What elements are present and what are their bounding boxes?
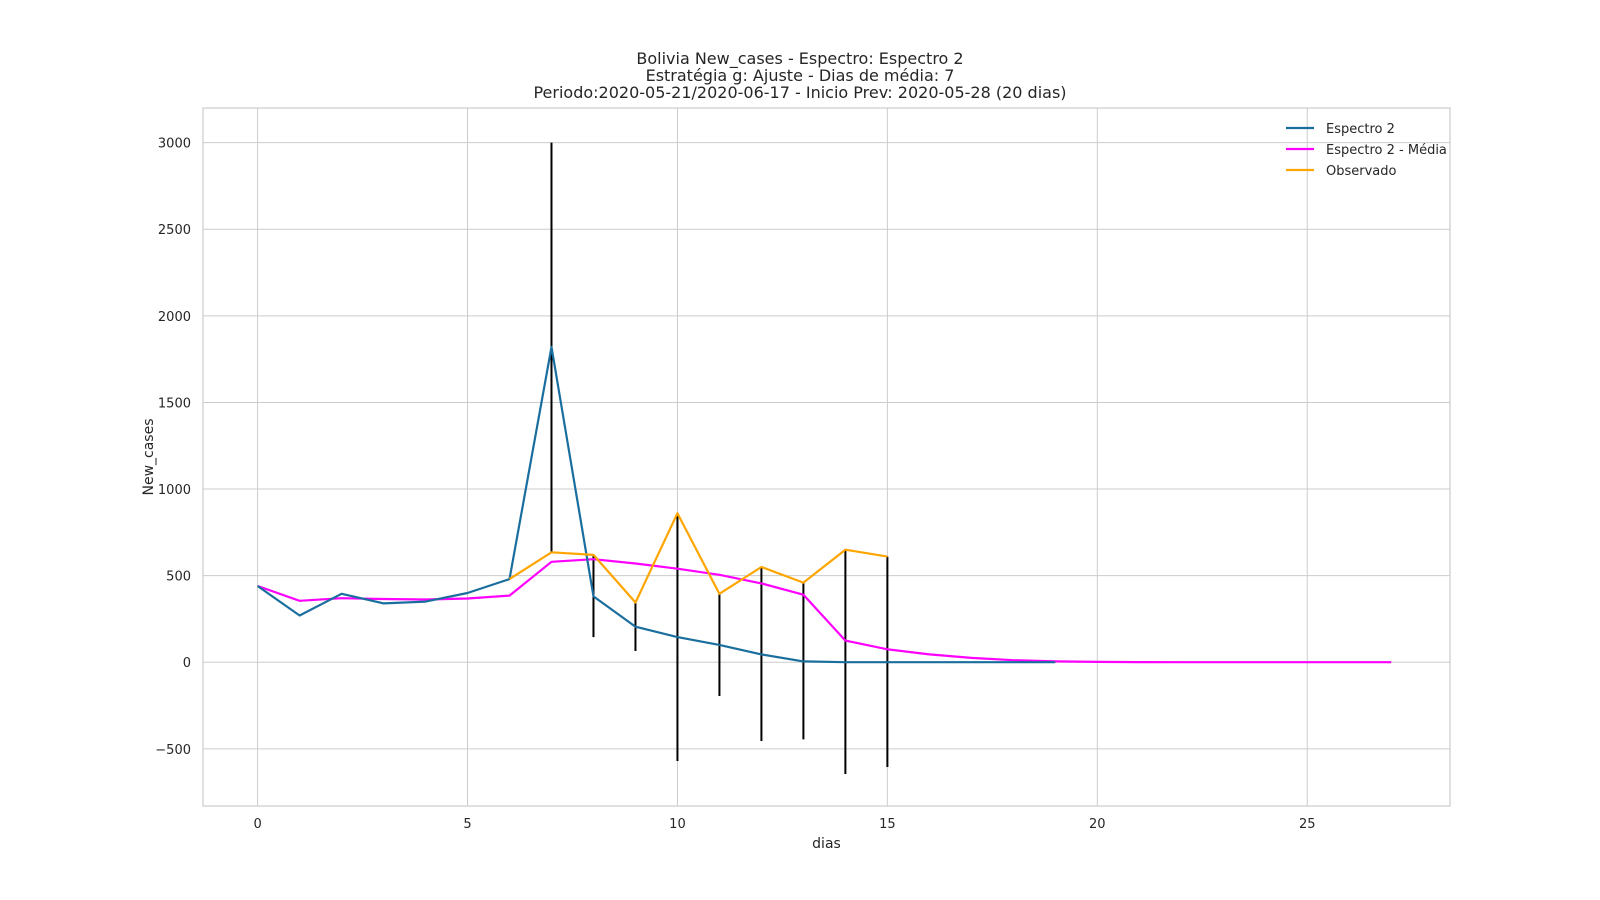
y-tick-label: 500 bbox=[166, 570, 191, 585]
y-tick-label: 2000 bbox=[158, 310, 191, 325]
x-tick-label: 0 bbox=[253, 817, 261, 832]
legend-label: Observado bbox=[1326, 164, 1397, 179]
x-tick-label: 5 bbox=[463, 817, 471, 832]
legend-label: Espectro 2 - Média bbox=[1326, 143, 1447, 158]
series-line bbox=[256, 345, 1056, 664]
y-axis-label: New_cases bbox=[141, 418, 157, 495]
chart-title-line-2: Estratégia g: Ajuste - Dias de média: 7 bbox=[645, 66, 955, 85]
y-tick-label: 1000 bbox=[158, 483, 191, 498]
y-tick-label: 3000 bbox=[158, 137, 191, 152]
x-tick-label: 10 bbox=[669, 817, 686, 832]
legend-label: Espectro 2 bbox=[1326, 122, 1395, 137]
plot-background bbox=[203, 108, 1450, 806]
chart-title-line-3: Periodo:2020-05-21/2020-06-17 - Inicio P… bbox=[533, 83, 1067, 102]
x-tick-label: 20 bbox=[1089, 817, 1106, 832]
y-tick-label: −500 bbox=[155, 743, 191, 758]
plot-frame bbox=[202, 107, 1451, 807]
series-line bbox=[257, 558, 1392, 664]
series-line bbox=[508, 512, 888, 604]
x-tick-label: 15 bbox=[879, 817, 896, 832]
series-lines bbox=[256, 345, 1392, 664]
x-axis-label: dias bbox=[812, 836, 841, 852]
y-tick-label: 0 bbox=[183, 656, 191, 671]
chart-title-line-1: Bolivia New_cases - Espectro: Espectro 2 bbox=[636, 49, 964, 68]
y-tick-label: 1500 bbox=[158, 396, 191, 411]
legend: Espectro 2 Espectro 2 - Média Observado bbox=[1286, 122, 1447, 179]
tick-labels: 0 5 10 15 20 25 −500 0 500 1000 1500 2000 2500 3000 bbox=[155, 137, 1315, 832]
y-tick-label: 2500 bbox=[158, 223, 191, 238]
x-tick-label: 25 bbox=[1299, 817, 1316, 832]
